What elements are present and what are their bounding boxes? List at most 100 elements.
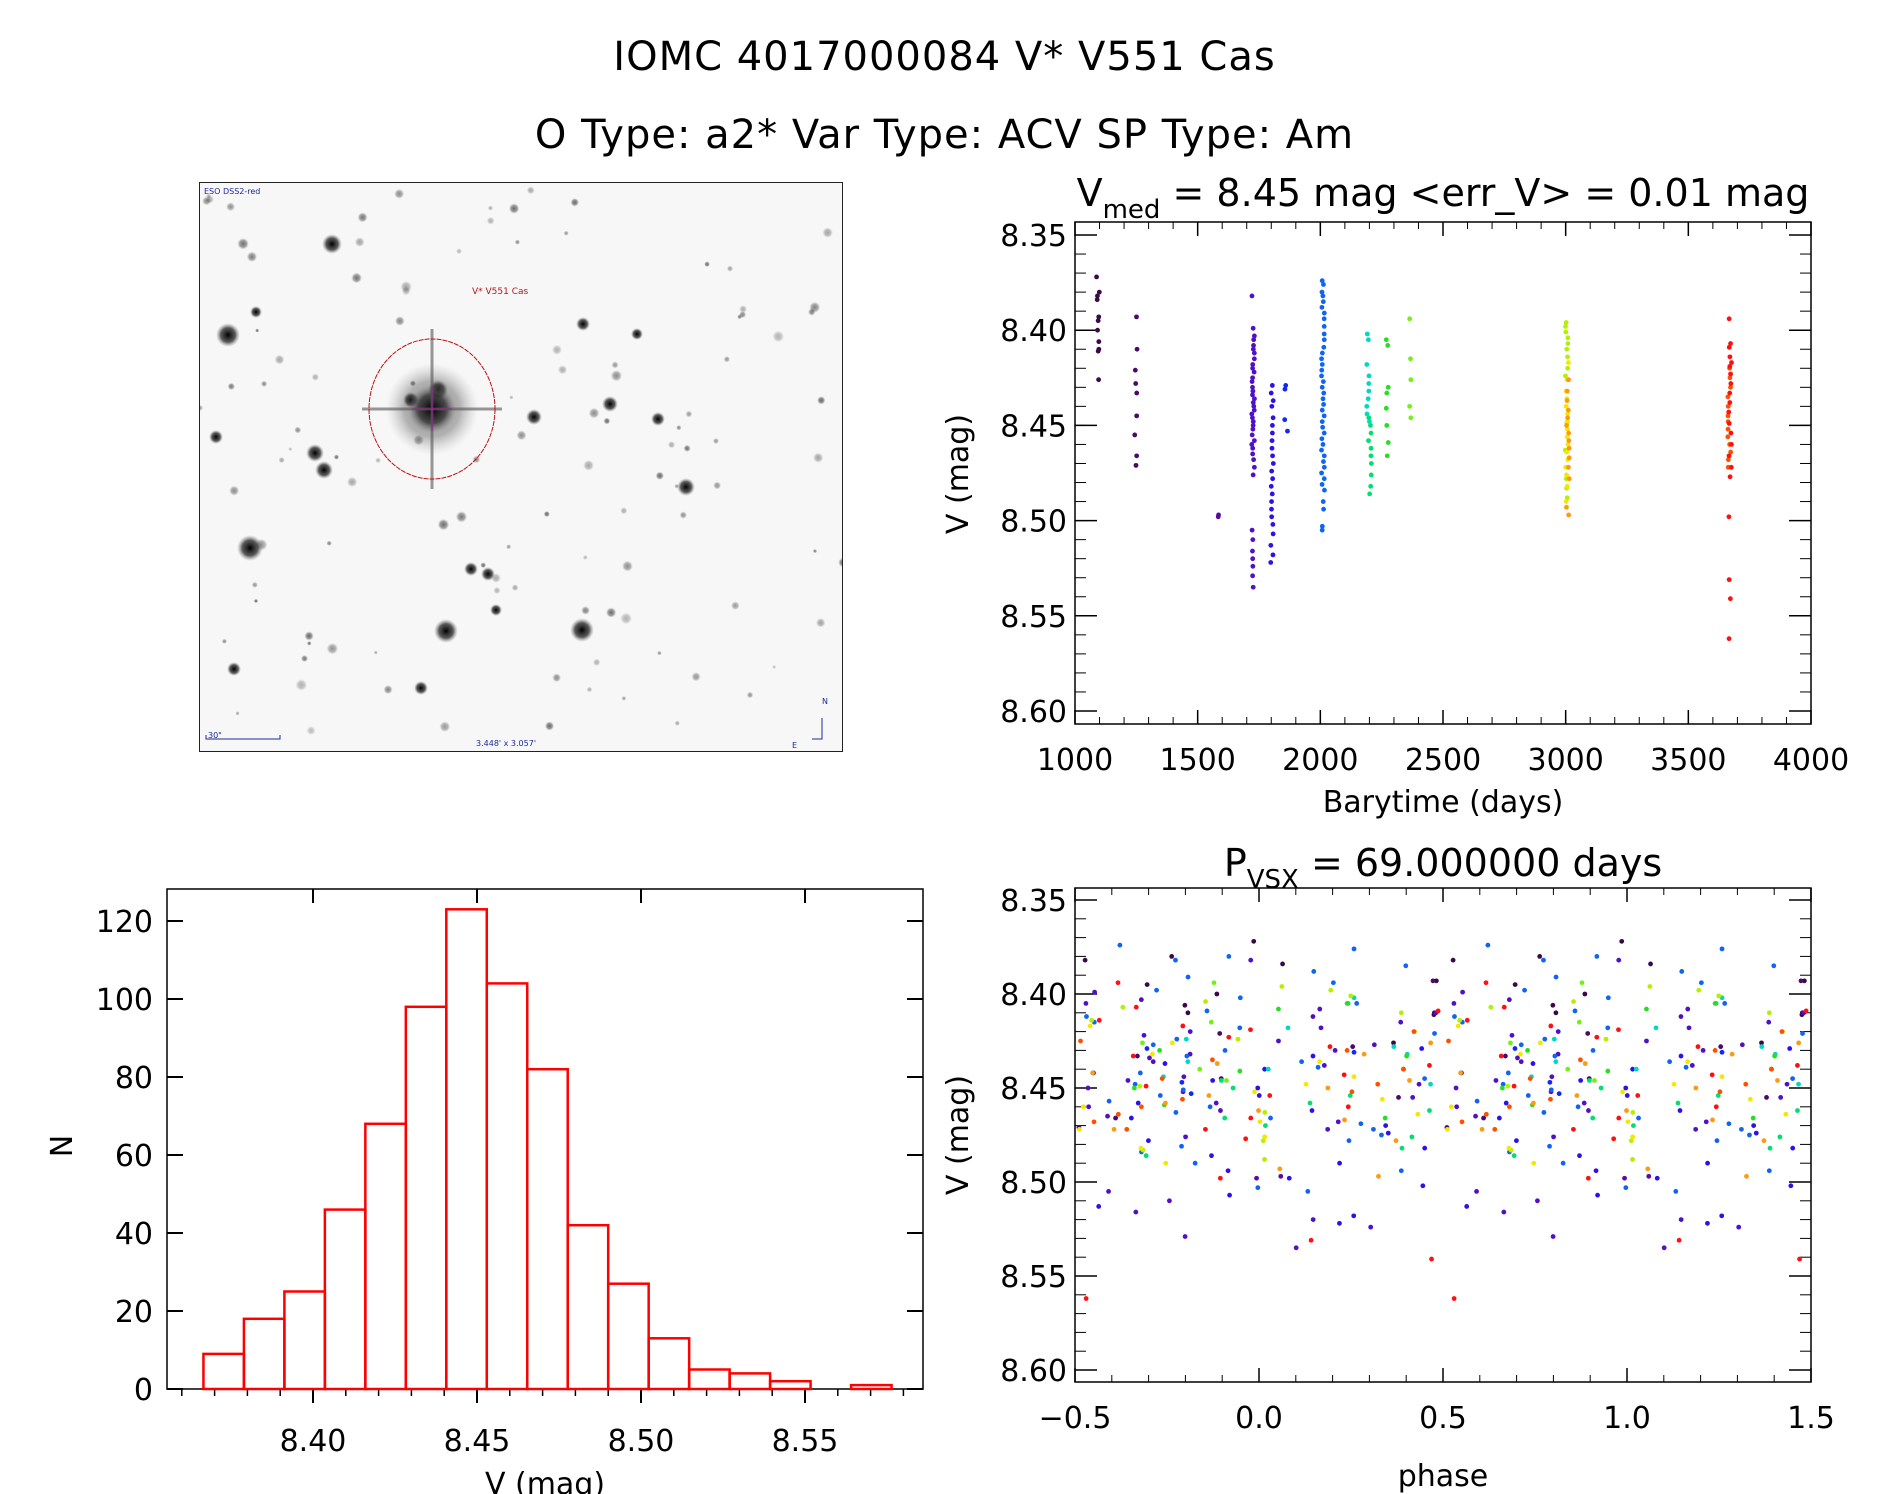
phase-point — [1586, 1078, 1592, 1083]
y-tick-label: 8.40 — [1000, 978, 1067, 1013]
star — [400, 280, 412, 293]
phase-point — [1106, 1189, 1111, 1194]
phase-point — [1398, 1019, 1404, 1025]
star — [657, 650, 662, 656]
data-point — [1407, 316, 1413, 322]
data-point — [1269, 506, 1274, 512]
phase-point — [1616, 957, 1622, 963]
phase-point — [1695, 1044, 1701, 1050]
phase-point — [1560, 1160, 1566, 1166]
data-point — [1251, 343, 1256, 348]
phase-point — [1209, 1153, 1214, 1159]
phase-point — [1080, 1104, 1086, 1110]
phase-point — [1144, 982, 1150, 987]
data-point — [1321, 402, 1326, 407]
phase-point — [1800, 1031, 1805, 1036]
phase-point — [1759, 1040, 1764, 1046]
data-point — [1563, 329, 1569, 335]
phase-point — [1551, 1134, 1556, 1140]
phase-point — [1714, 1138, 1720, 1144]
phase-point — [1593, 1168, 1599, 1174]
data-point — [1564, 398, 1570, 404]
phase-point — [1206, 1093, 1212, 1098]
data-point — [1269, 491, 1275, 497]
data-point — [1250, 365, 1256, 371]
data-point — [1134, 453, 1140, 459]
phase-point — [1185, 1010, 1191, 1016]
phase-point — [1726, 1121, 1732, 1127]
star — [583, 459, 595, 471]
phase-point — [1693, 1126, 1699, 1132]
x-tick-label: 2500 — [1405, 743, 1481, 778]
phase-point — [1550, 1002, 1556, 1008]
phase-point — [1598, 1085, 1604, 1091]
phase-point — [1505, 1083, 1511, 1089]
data-point — [1564, 472, 1569, 478]
phase-point — [1379, 1096, 1385, 1102]
phase-point — [1743, 1081, 1749, 1087]
x-tick-label: −0.5 — [1039, 1401, 1112, 1436]
phase-point — [1117, 942, 1123, 948]
data-point — [1565, 335, 1571, 341]
x-tick-label: 8.45 — [444, 1424, 511, 1459]
data-point — [1364, 403, 1370, 409]
star — [227, 662, 241, 676]
phase-point — [1630, 1110, 1636, 1115]
phase-point — [1498, 1053, 1504, 1059]
phase-point — [1143, 1153, 1149, 1159]
phase-point — [1474, 1189, 1479, 1194]
phase-point — [1396, 1095, 1401, 1100]
phase-point — [1673, 1189, 1679, 1194]
star — [274, 354, 285, 365]
y-tick-label: 0 — [134, 1373, 153, 1408]
phase-point — [1739, 1126, 1744, 1132]
star — [383, 685, 393, 695]
data-point — [1321, 316, 1327, 322]
x-tick-label: 4000 — [1773, 743, 1849, 778]
phase-point — [1192, 1160, 1198, 1166]
star — [514, 239, 521, 245]
phase-point — [1483, 1111, 1489, 1117]
data-point — [1365, 396, 1371, 402]
data-point — [1250, 384, 1255, 390]
data-point — [1250, 362, 1256, 367]
data-point — [1566, 445, 1572, 451]
data-point — [1133, 381, 1139, 386]
phase-point — [1719, 1213, 1725, 1219]
phase-point — [1197, 1066, 1203, 1072]
y-tick-label: 20 — [115, 1295, 153, 1330]
phase-point — [1085, 1085, 1091, 1091]
phase-point — [1167, 1198, 1172, 1204]
data-point — [1319, 470, 1324, 476]
star — [667, 441, 676, 449]
data-point — [1368, 453, 1374, 459]
phase-point — [1084, 1014, 1089, 1019]
data-point — [1565, 354, 1570, 360]
y-tick-label: 8.35 — [1000, 219, 1067, 254]
phase-point — [1217, 1175, 1223, 1181]
phase-point — [1696, 987, 1702, 993]
star — [375, 457, 381, 464]
star — [508, 203, 520, 214]
phase-point — [1361, 1051, 1367, 1057]
data-point — [1269, 403, 1275, 409]
phase-point — [1454, 1104, 1460, 1110]
data-point — [1563, 323, 1568, 329]
phase-point — [1783, 1111, 1789, 1117]
phase-point — [1371, 1126, 1376, 1132]
data-point — [1728, 464, 1734, 470]
star — [543, 510, 550, 518]
data-point — [1270, 398, 1276, 404]
phase-point — [1344, 1048, 1350, 1053]
data-point — [1270, 430, 1275, 436]
data-point — [1270, 453, 1275, 459]
data-point — [1728, 341, 1733, 346]
data-point — [1250, 451, 1256, 457]
sky-star-field — [200, 186, 842, 740]
phase-point — [1180, 1023, 1186, 1029]
phase-point — [1260, 1138, 1266, 1144]
histogram-bar — [323, 1208, 367, 1391]
phase-point — [1255, 1085, 1261, 1091]
phase-point — [1795, 1063, 1800, 1068]
phase-point — [1187, 1029, 1193, 1034]
